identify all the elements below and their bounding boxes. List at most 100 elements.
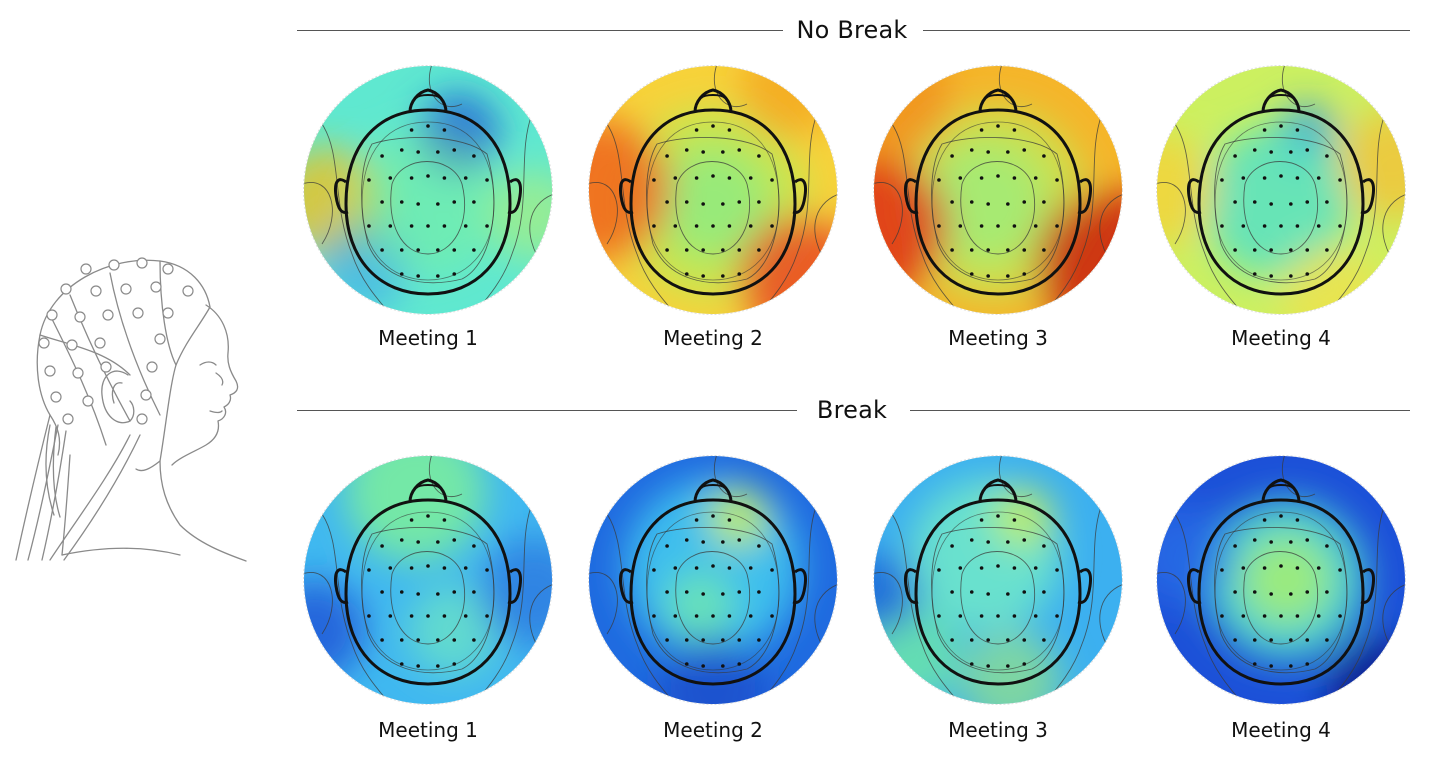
electrode-dot [979, 176, 984, 180]
electrode-dot [1279, 124, 1283, 128]
electrode-dot [996, 124, 1000, 128]
activation-region [665, 569, 736, 641]
contour-line [589, 572, 618, 635]
electrode-dot [1325, 154, 1329, 158]
scalp-topographic-map [302, 64, 554, 316]
scalp-topographic-map [872, 454, 1124, 706]
electrode-dot [1252, 200, 1257, 204]
scalp-topographic-map [1155, 64, 1407, 316]
electrode-dot [1252, 248, 1257, 252]
contour-line [675, 551, 751, 645]
electrode-dot [969, 590, 974, 594]
brain-outline [646, 121, 780, 281]
head-outline-icon [1187, 88, 1375, 296]
electrode-dot [436, 592, 440, 596]
electrode-dot [1289, 150, 1293, 154]
electrode-dot [1262, 566, 1267, 570]
brain-outline [361, 511, 495, 671]
electrode-dot [1262, 224, 1267, 228]
map-rim [588, 455, 838, 705]
electrode-dot [1042, 200, 1046, 204]
contour-line [1243, 161, 1319, 255]
map-rim [1156, 65, 1406, 315]
electrode-dot [757, 544, 761, 548]
electrode-dot [737, 148, 742, 152]
electrode-dot [399, 248, 404, 252]
electrode-dot [757, 590, 761, 594]
electrode-dot [969, 200, 974, 204]
electrode-dot [979, 518, 984, 522]
electrode-dot [442, 614, 447, 618]
electrode-dot [937, 224, 941, 228]
activation-region [1200, 127, 1352, 279]
electrode-dot [1241, 566, 1246, 570]
electrode-dot [380, 154, 384, 158]
electrode-dot [1316, 224, 1321, 228]
electrode-dot [409, 128, 414, 132]
electrode-dot [937, 568, 941, 572]
contour-line [1324, 503, 1386, 704]
electrode-dot [958, 176, 963, 180]
activation-region [1157, 504, 1231, 606]
electrode-dot [426, 564, 430, 568]
electrode-dot [979, 224, 984, 228]
electrode-dot [1241, 614, 1246, 618]
electrode-dot [737, 638, 742, 642]
electrode-dot [1316, 614, 1321, 618]
contour-line [998, 66, 1033, 108]
electrode-dot [1325, 544, 1329, 548]
contour-line [713, 66, 748, 108]
activation-region [1240, 534, 1332, 626]
electrode-dot [452, 538, 457, 542]
electrode-dot [1022, 590, 1027, 594]
electrode-dot [452, 248, 457, 252]
electrode-dot [770, 178, 774, 182]
contour-line [756, 113, 818, 314]
electrode-dot [1012, 518, 1017, 522]
electrode-dot [1325, 248, 1329, 252]
electrode-dot [950, 590, 954, 594]
electrode-set [1220, 514, 1342, 668]
contour-line [1281, 456, 1316, 498]
electrode-dot [416, 638, 420, 642]
electrode-dot [652, 224, 656, 228]
brain-outline [931, 511, 1065, 671]
electrode-dot [1252, 662, 1257, 666]
map-rim [303, 455, 553, 705]
electrode-dot [416, 592, 420, 596]
electrode-dot [1241, 224, 1246, 228]
electrode-dot [436, 664, 440, 668]
electrode-dot [1269, 664, 1273, 668]
electrode-set [652, 124, 774, 278]
activation-region [1338, 109, 1405, 221]
electrode-dot [748, 566, 753, 570]
electrode-dot [770, 614, 774, 618]
electrode-dot [1012, 566, 1017, 570]
electrode-dot [472, 590, 476, 594]
contour-line [471, 503, 533, 704]
contour-line [1041, 113, 1103, 314]
head-outline-icon [619, 88, 807, 296]
electrode-dot [1279, 614, 1283, 618]
contour-line [998, 456, 1033, 498]
electrode-dot [1305, 590, 1310, 594]
brain-outline [1214, 121, 1348, 281]
electrode-dot [1241, 176, 1246, 180]
head-outline-icon [334, 478, 522, 686]
eeg-cap-head-icon [15, 257, 247, 562]
electrode-dot [684, 148, 689, 152]
activation-region [352, 127, 504, 279]
electrode-dot [1022, 272, 1027, 276]
electrode-dot [416, 248, 420, 252]
electrode-dot [1006, 202, 1010, 206]
map-rim [303, 65, 553, 315]
electrode-dot [1055, 614, 1059, 618]
electrode-dot [1305, 538, 1310, 542]
electrode-set [937, 124, 1059, 278]
electrode-dot [950, 154, 954, 158]
electrode-dot [701, 592, 705, 596]
electrode-dot [1269, 150, 1273, 154]
electrode-dot [986, 638, 990, 642]
electrode-dot [1325, 200, 1329, 204]
electrode-dot [937, 178, 941, 182]
